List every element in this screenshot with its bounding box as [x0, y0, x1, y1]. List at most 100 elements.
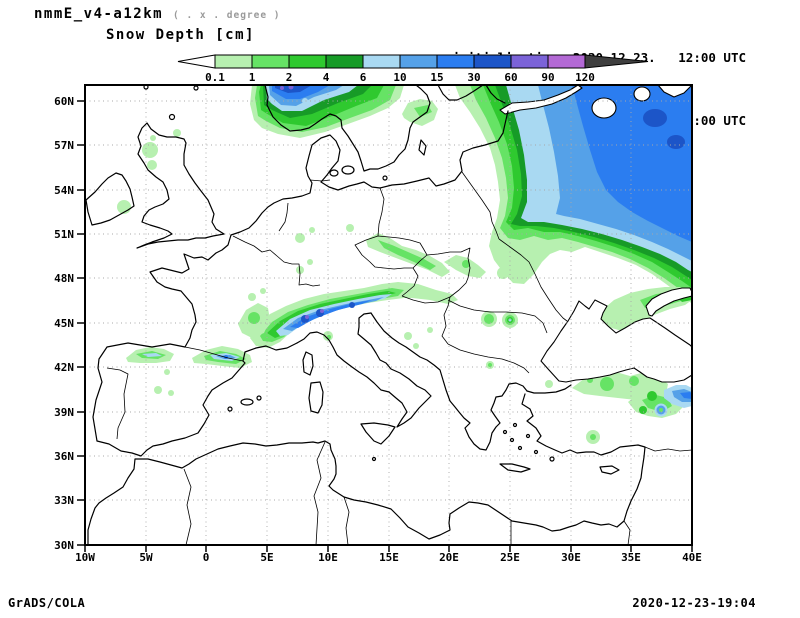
island-aegean: [502, 429, 508, 435]
border-israel: [623, 520, 631, 546]
lon-label: 5W: [139, 551, 153, 564]
colorbar-segment: [251, 54, 290, 69]
lat-label: 36N: [54, 450, 74, 463]
island-malta: [371, 456, 377, 462]
colorbar-label: 6: [360, 71, 367, 84]
coast-italy: [296, 312, 432, 428]
lake-onega: [633, 86, 651, 102]
lat-label: 54N: [54, 184, 74, 197]
snow-region: [404, 332, 412, 340]
snow-region: [280, 86, 284, 90]
snow-region: [346, 224, 354, 232]
colorbar-segment: [547, 54, 586, 69]
snow-region: [497, 267, 509, 279]
snow-region: [349, 302, 355, 308]
lat-label: 30N: [54, 539, 74, 552]
border-tr-syria: [644, 446, 693, 452]
coast-turkey-levant-africa: [87, 393, 646, 546]
colorbar-segment: [362, 54, 401, 69]
border-ro-east: [498, 238, 568, 322]
border-hu-south: [401, 277, 469, 304]
snow-region: [154, 386, 162, 394]
snow-region: [142, 353, 162, 357]
snow-region: [647, 391, 657, 401]
island-layer: [143, 84, 620, 475]
lon-label: 25E: [500, 551, 520, 564]
coast-ireland: [85, 172, 135, 226]
island-orkney: [168, 113, 176, 121]
snow-region: [320, 309, 324, 313]
coast-balkan-greece: [370, 312, 528, 451]
colorbar-label: 2: [286, 71, 293, 84]
island-corsica: [302, 351, 314, 376]
lon-label: 5E: [260, 551, 273, 564]
border-serbia: [441, 296, 451, 345]
snow-region: [305, 315, 309, 319]
island-funen: [329, 169, 339, 177]
lat-label: 60N: [54, 95, 74, 108]
snow-region: [142, 142, 158, 158]
island-zealand: [341, 165, 355, 175]
snow-region: [413, 343, 419, 349]
lon-label: 30E: [561, 551, 581, 564]
snow-region: [302, 98, 308, 104]
snow-region: [600, 377, 614, 391]
colorbar-segment: [325, 54, 364, 69]
colorbar: 0.1 1 2 4 6 10 15 30 60 90 120: [177, 54, 649, 84]
variable-title: Snow Depth [cm]: [106, 27, 255, 43]
lon-label: 15E: [379, 551, 399, 564]
snow-region: [295, 233, 305, 243]
colorbar-label: 4: [323, 71, 330, 84]
lon-label: 20E: [439, 551, 459, 564]
border-ma-dz: [183, 468, 192, 546]
snow-region: [639, 406, 647, 414]
gulf-of-finland: [499, 84, 583, 115]
border-bg-gr-tr: [447, 343, 530, 374]
snow-region: [484, 314, 494, 324]
coast-finland-south: [485, 84, 506, 104]
snow-region: [309, 227, 315, 233]
snow-region: [307, 259, 313, 265]
coast-finland-west: [437, 84, 484, 101]
snow-region: [545, 380, 553, 388]
snow-region: [164, 369, 170, 375]
snow-region: [275, 85, 312, 93]
colorbar-segment: [436, 54, 475, 69]
snow-region: [590, 434, 596, 440]
snow-region: [643, 109, 667, 127]
model-title-line: nmmE_v4-a12km ( . x . degree ): [34, 6, 281, 22]
lon-label: 40E: [682, 551, 702, 564]
lon-label: 10E: [318, 551, 338, 564]
island-crete: [499, 463, 531, 473]
black-sea: [540, 299, 693, 383]
snow-region: [150, 135, 156, 141]
coast-iberia: [92, 342, 246, 457]
resolution-note: ( . x . degree ): [173, 10, 281, 21]
colorbar-overflow-arrow: [584, 54, 649, 69]
coast-scandinavia: [264, 84, 431, 172]
snow-region: [260, 288, 266, 294]
colorbar-label: 60: [504, 71, 517, 84]
border-dk-de: [309, 179, 331, 182]
coast-north-sea-baltic: [230, 110, 509, 236]
coast-marmara: [526, 384, 572, 394]
border-czech: [354, 235, 428, 270]
snow-region: [378, 240, 436, 270]
lat-label: 57N: [54, 139, 74, 152]
colorbar-segment: [399, 54, 438, 69]
island-aegean: [509, 437, 515, 443]
island-aegean: [533, 449, 539, 455]
lat-label: 33N: [54, 494, 74, 507]
coast-france-west: [149, 234, 232, 348]
coast-france-med: [242, 342, 298, 362]
border-ro-bg: [447, 299, 548, 334]
lat-label: 42N: [54, 361, 74, 374]
border-tn-ly: [343, 496, 350, 546]
colorbar-segment: [288, 54, 327, 69]
snow-region: [680, 392, 692, 399]
grads-credit: GrADS/COLA: [8, 596, 86, 610]
timestamp: 2020-12-23-19:04: [632, 596, 756, 610]
snow-region: [147, 160, 157, 170]
